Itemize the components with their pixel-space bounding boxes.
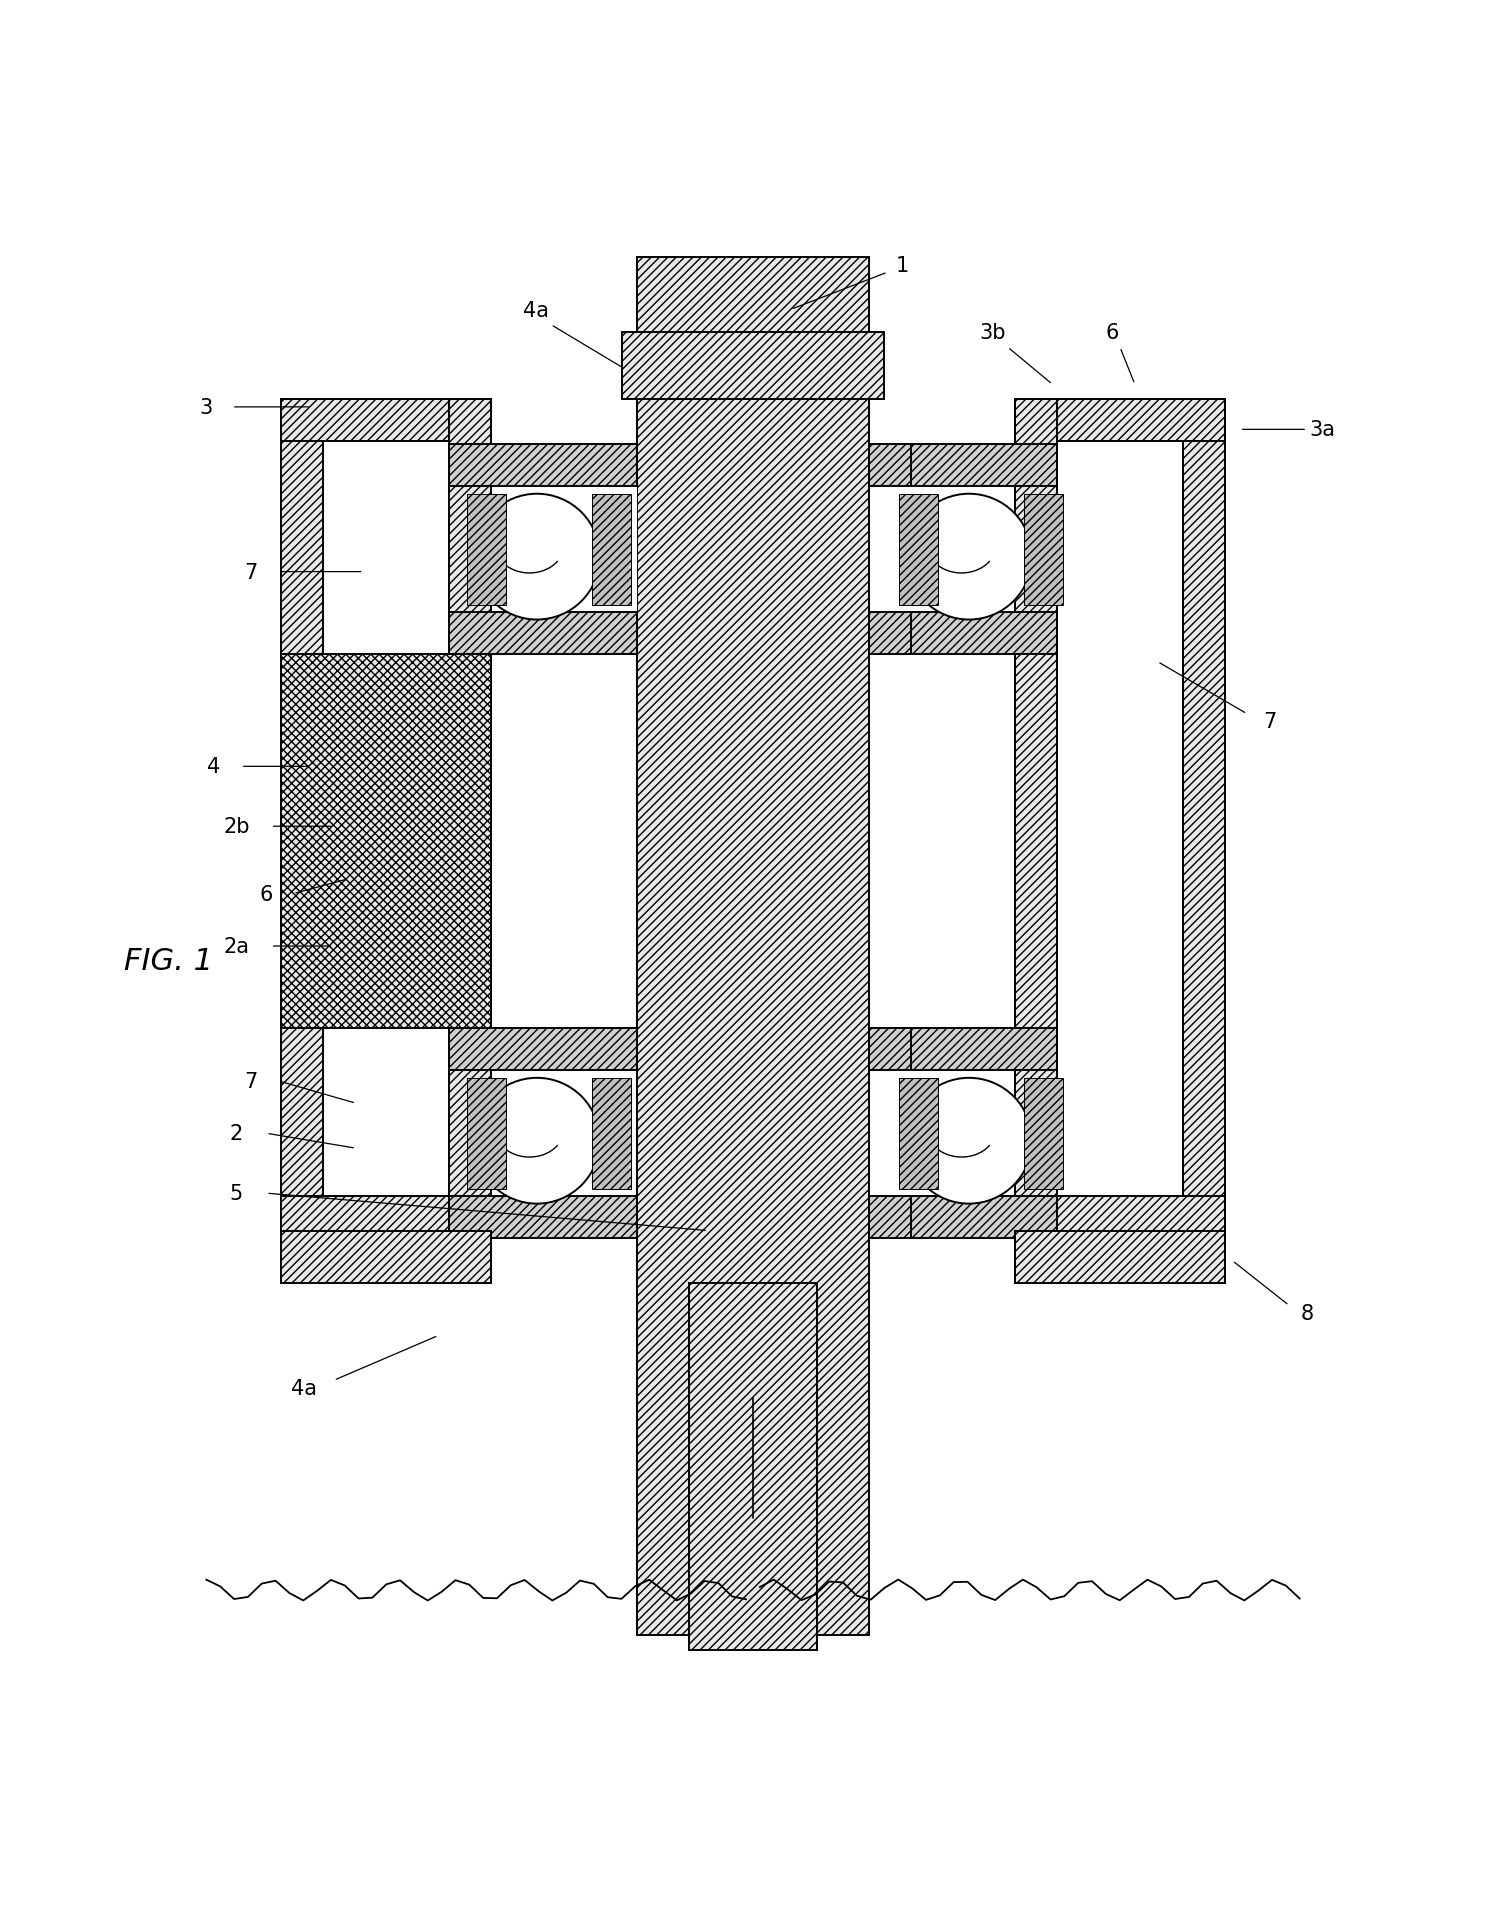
Bar [1182,400,1224,1238]
Text: 5: 5 [230,1183,242,1204]
Bar [595,1029,637,1071]
Text: 3a: 3a [1309,419,1336,440]
Bar [911,444,1057,487]
Text: 4a: 4a [291,1379,316,1398]
Bar [869,1029,911,1071]
Text: 7: 7 [1264,712,1276,733]
Text: 7: 7 [244,562,258,583]
Bar [595,487,637,613]
Bar [282,654,491,1029]
Text: 2b: 2b [223,817,250,837]
Bar [449,1196,637,1238]
Bar [282,400,491,442]
Bar [869,1196,911,1238]
Bar [449,444,637,487]
Bar [282,400,324,1238]
Bar [869,613,911,654]
Text: 4: 4 [208,758,220,777]
Bar [899,494,938,606]
Bar [622,333,884,400]
Circle shape [474,494,599,621]
Bar [592,1079,631,1188]
Text: 4a: 4a [523,300,548,321]
Bar [449,400,491,1238]
Bar [595,1196,637,1238]
Text: 6: 6 [1105,323,1119,342]
Bar [911,1196,1057,1238]
Bar [592,494,631,606]
Bar [282,1231,491,1283]
Bar [911,613,1057,654]
Bar [1015,1231,1224,1283]
Bar [869,444,911,487]
Text: 7: 7 [244,1071,258,1090]
Bar [724,1365,782,1398]
Bar [1024,1079,1063,1188]
Text: 3: 3 [200,398,212,417]
Bar [449,613,637,654]
Bar [899,1079,938,1188]
Circle shape [907,1079,1032,1204]
Circle shape [474,1079,599,1204]
Text: 2a: 2a [223,937,250,956]
Text: 6: 6 [259,885,273,904]
Bar [467,494,506,606]
Text: 3b: 3b [979,323,1006,342]
Text: 2: 2 [230,1123,242,1144]
Bar [637,258,869,1635]
Bar [1024,494,1063,606]
Bar [690,1283,816,1650]
Bar [911,1029,1057,1071]
Bar [1015,400,1224,442]
Text: FIG. 1: FIG. 1 [123,946,212,977]
Text: 8: 8 [1301,1304,1313,1323]
Bar [1015,1196,1224,1238]
Bar [282,1196,491,1238]
Bar [595,444,637,487]
Bar [1015,400,1057,1238]
Bar [449,1029,637,1071]
Bar [595,613,637,654]
Bar [467,1079,506,1188]
Bar [736,1283,770,1365]
Text: 1: 1 [896,256,910,275]
Circle shape [907,494,1032,621]
